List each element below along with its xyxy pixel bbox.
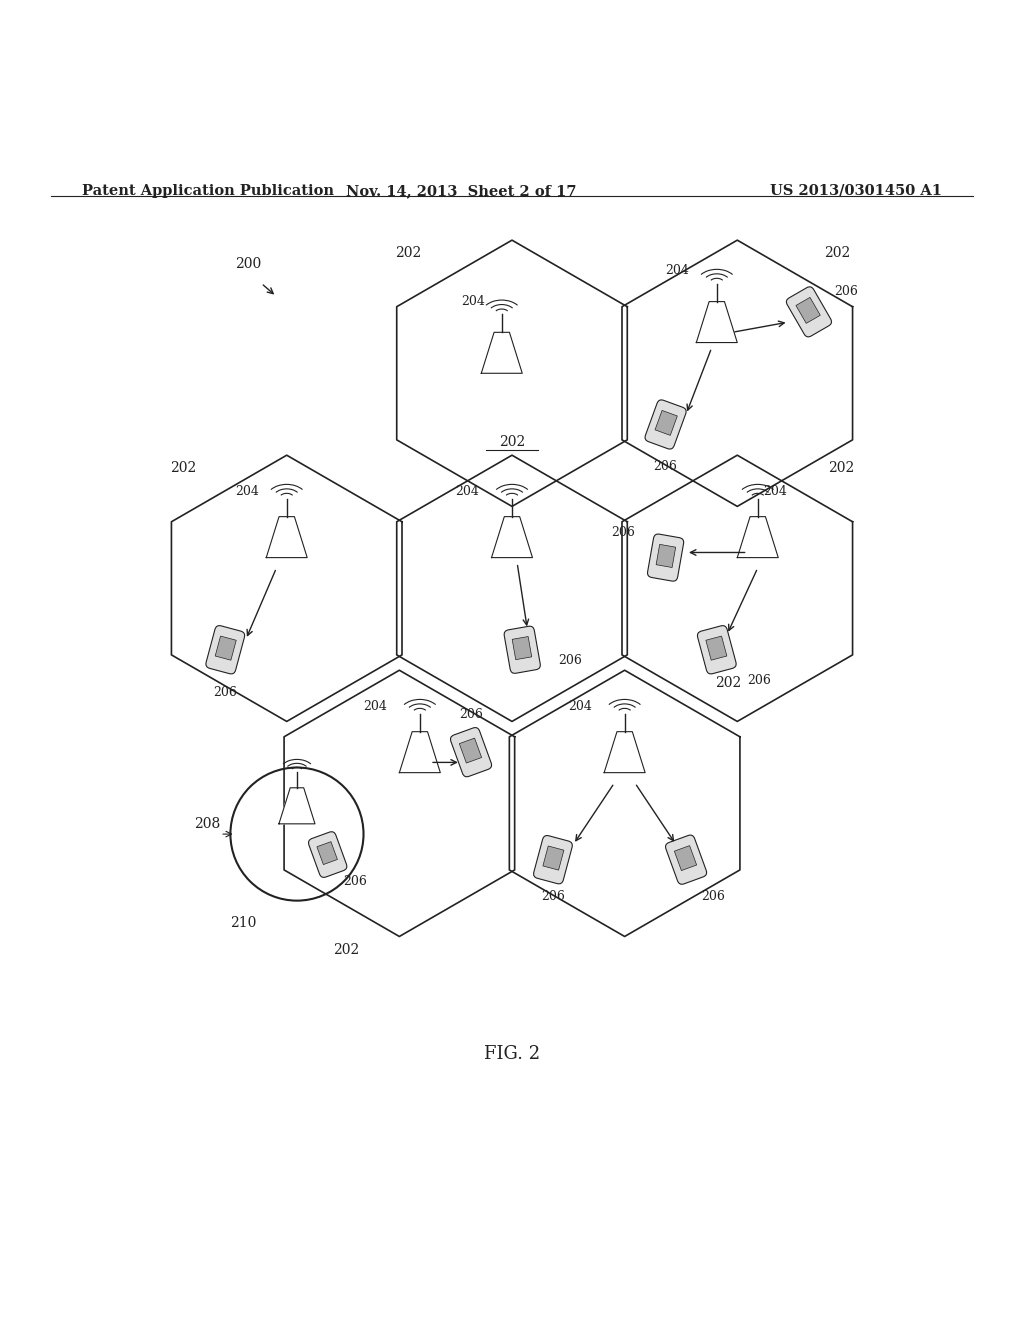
- Text: 206: 206: [541, 891, 565, 903]
- Text: Nov. 14, 2013  Sheet 2 of 17: Nov. 14, 2013 Sheet 2 of 17: [345, 183, 577, 198]
- FancyBboxPatch shape: [706, 636, 727, 660]
- Text: 204: 204: [456, 484, 479, 498]
- FancyBboxPatch shape: [656, 544, 676, 568]
- Text: 202: 202: [499, 434, 525, 449]
- Text: 204: 204: [568, 700, 592, 713]
- FancyBboxPatch shape: [308, 832, 347, 878]
- FancyBboxPatch shape: [675, 846, 696, 871]
- Text: 204: 204: [666, 264, 689, 277]
- Text: 206: 206: [701, 891, 725, 903]
- Text: 202: 202: [170, 461, 196, 475]
- Text: 206: 206: [459, 709, 483, 722]
- FancyBboxPatch shape: [206, 626, 245, 675]
- Text: 206: 206: [343, 875, 367, 888]
- Text: 202: 202: [395, 246, 421, 260]
- FancyBboxPatch shape: [645, 400, 686, 449]
- Text: 202: 202: [333, 942, 359, 957]
- Text: US 2013/0301450 A1: US 2013/0301450 A1: [770, 183, 942, 198]
- Text: FIG. 2: FIG. 2: [484, 1045, 540, 1063]
- FancyBboxPatch shape: [504, 626, 541, 673]
- Text: 202: 202: [824, 246, 850, 260]
- FancyBboxPatch shape: [512, 636, 531, 660]
- FancyBboxPatch shape: [697, 626, 736, 675]
- FancyBboxPatch shape: [796, 297, 820, 323]
- Text: 206: 206: [835, 285, 858, 298]
- FancyBboxPatch shape: [647, 535, 684, 581]
- Text: 210: 210: [230, 916, 257, 931]
- Text: 206: 206: [611, 525, 635, 539]
- Polygon shape: [604, 731, 645, 772]
- FancyBboxPatch shape: [666, 836, 707, 884]
- FancyBboxPatch shape: [451, 727, 492, 776]
- Text: 208: 208: [194, 817, 220, 830]
- Text: 206: 206: [213, 685, 238, 698]
- Text: 206: 206: [748, 675, 771, 686]
- Text: 202: 202: [828, 461, 854, 475]
- FancyBboxPatch shape: [786, 286, 831, 337]
- Text: 200: 200: [236, 257, 262, 271]
- Text: 204: 204: [763, 484, 786, 498]
- Text: 204: 204: [364, 700, 387, 713]
- Polygon shape: [399, 731, 440, 772]
- Text: 202: 202: [716, 676, 741, 690]
- FancyBboxPatch shape: [543, 846, 564, 870]
- Text: Patent Application Publication: Patent Application Publication: [82, 183, 334, 198]
- Polygon shape: [737, 516, 778, 557]
- FancyBboxPatch shape: [534, 836, 572, 884]
- Text: 206: 206: [558, 653, 582, 667]
- Text: 204: 204: [461, 296, 484, 308]
- FancyBboxPatch shape: [655, 411, 677, 436]
- FancyBboxPatch shape: [316, 842, 338, 865]
- Polygon shape: [481, 333, 522, 374]
- Text: 206: 206: [653, 461, 678, 474]
- Polygon shape: [279, 788, 315, 824]
- Polygon shape: [266, 516, 307, 557]
- FancyBboxPatch shape: [215, 636, 237, 660]
- FancyBboxPatch shape: [460, 738, 481, 763]
- Text: 204: 204: [236, 484, 259, 498]
- Polygon shape: [492, 516, 532, 557]
- Polygon shape: [696, 301, 737, 343]
